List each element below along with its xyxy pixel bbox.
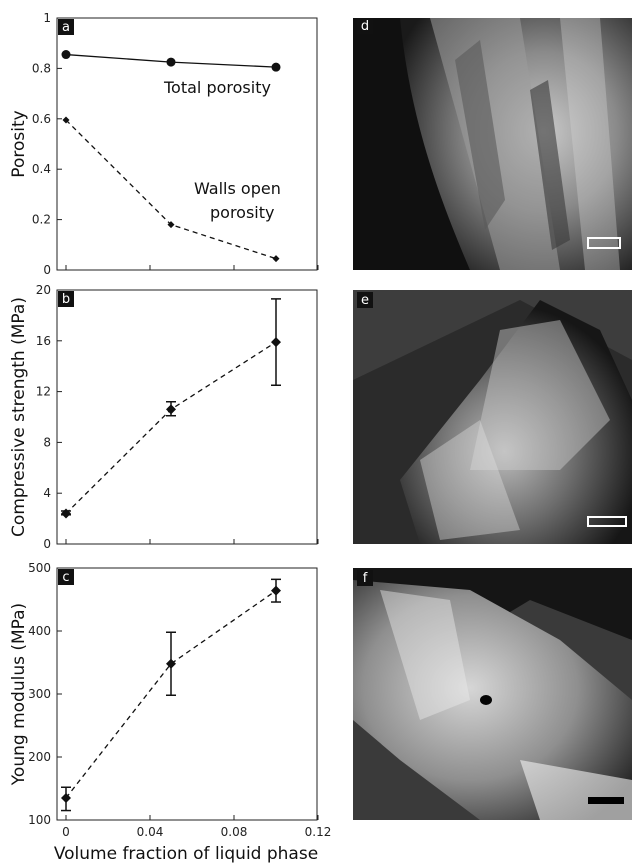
series-line-c-0 (65, 590, 277, 799)
y-tick-label-c: 300 (28, 687, 51, 701)
data-point-b (61, 508, 71, 519)
x-tick-label: 0 (62, 825, 70, 839)
scale-bar-d (587, 237, 621, 249)
panel-letter-f: f (363, 571, 368, 586)
y-tick-label-b: 12 (36, 385, 51, 399)
svg-text:c: c (62, 570, 69, 585)
data-point-a (166, 57, 176, 67)
annotation-total-porosity: Total porosity (163, 78, 271, 97)
y-tick-label-a: 1 (43, 11, 51, 25)
x-tick-label: 0.04 (137, 825, 164, 839)
series-line-b-0 (65, 341, 277, 514)
y-tick-label-c: 100 (28, 813, 51, 827)
chart-panel-c: c 100 200 300 400 500 (28, 561, 319, 827)
y-tick-label-b: 8 (43, 435, 51, 449)
data-point-a (167, 221, 175, 229)
y-tick-label-b: 4 (43, 486, 51, 500)
y-tick-label-a: 0.8 (32, 61, 51, 75)
y-axis-label-young-modulus: Young modulus (MPa) (9, 603, 29, 786)
y-tick-label-c: 500 (28, 561, 51, 575)
data-point-a (62, 116, 70, 124)
x-tick-label: 0.12 (305, 825, 332, 839)
y-tick-label-a: 0 (43, 263, 51, 277)
x-tick-label: 0.08 (221, 825, 248, 839)
annotation-walls-open-porosity-line2: porosity (210, 203, 274, 222)
annotation-walls-open-porosity-line1: Walls open (194, 179, 281, 198)
svg-text:a: a (62, 20, 70, 35)
data-point-c (166, 658, 176, 669)
scale-bar-f (588, 797, 624, 804)
data-point-c (271, 585, 281, 596)
data-point-a (271, 62, 281, 72)
data-point-c (61, 792, 71, 803)
y-tick-label-a: 0.4 (32, 162, 51, 176)
data-point-b (166, 404, 176, 415)
y-tick-label-c: 200 (28, 750, 51, 764)
sem-image-e: e (353, 290, 632, 544)
data-point-b (271, 337, 281, 348)
y-tick-label-b: 20 (36, 283, 51, 297)
data-point-a (272, 255, 280, 263)
sem-image-f: f (353, 568, 632, 820)
y-tick-label-c: 400 (28, 624, 51, 638)
chart-panel-a: a 0 0.2 0.4 0.6 0.8 1 Total porosity Walls op… (32, 11, 319, 277)
y-tick-label-a: 0.6 (32, 112, 51, 126)
panel-letter-d: d (361, 19, 369, 34)
x-axis-label: Volume fraction of liquid phase (54, 844, 318, 864)
y-tick-label-b: 16 (36, 334, 51, 348)
y-tick-label-a: 0.2 (32, 213, 51, 227)
data-point-a (61, 50, 71, 60)
y-axis-label-compressive-strength: Compressive strength (MPa) (9, 297, 29, 537)
scale-bar-e (587, 516, 627, 527)
chart-panel-b: b 0 4 8 12 16 20 (36, 283, 319, 551)
y-axis-label-porosity: Porosity (9, 110, 29, 177)
y-tick-label-b: 0 (43, 537, 51, 551)
panel-letter-e: e (361, 293, 369, 308)
sem-image-d: d (353, 18, 632, 270)
svg-text:b: b (62, 292, 70, 307)
